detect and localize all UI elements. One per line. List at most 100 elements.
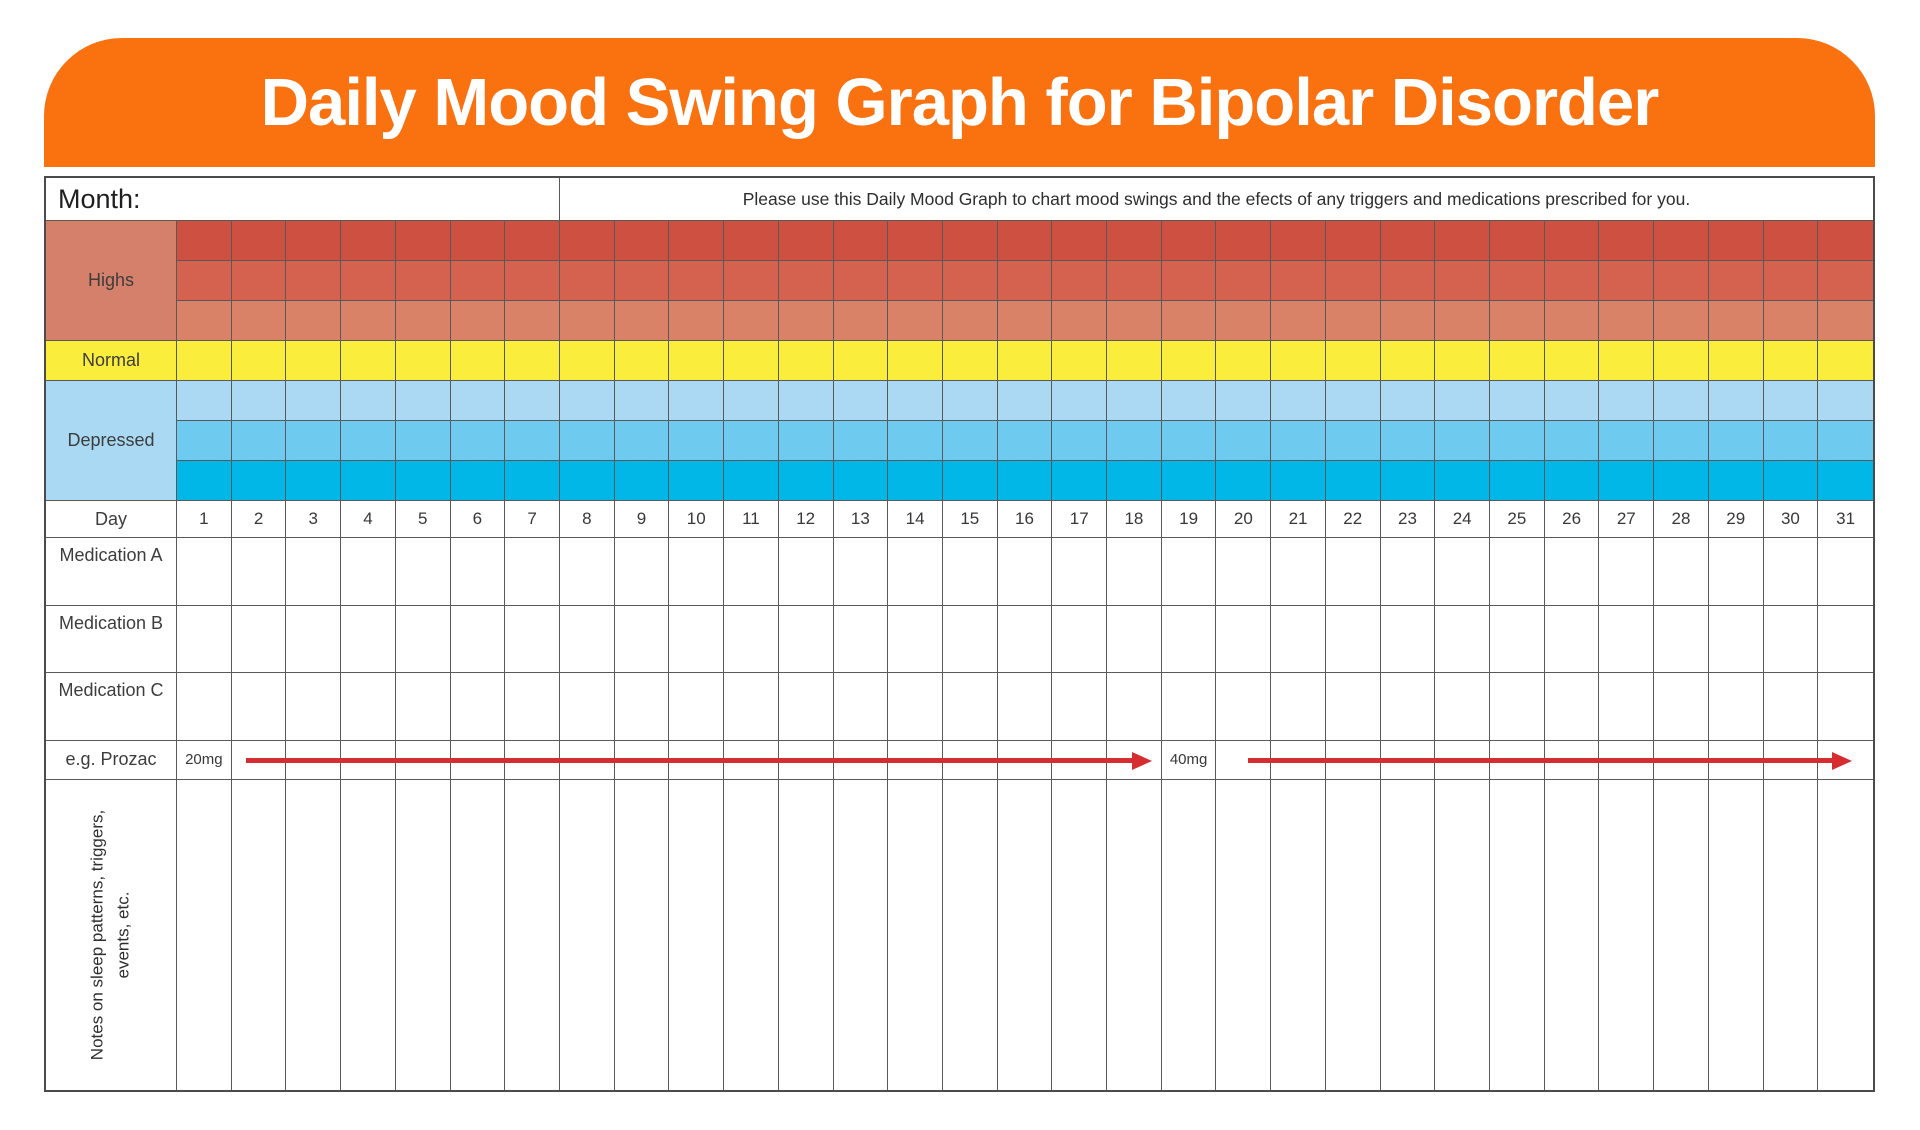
mood-cell bbox=[888, 221, 943, 261]
mood-cell bbox=[614, 221, 670, 261]
medication-entry-cell bbox=[1052, 605, 1108, 673]
medication-entry-cell bbox=[614, 605, 670, 673]
medication-entry-cell bbox=[395, 605, 451, 673]
mood-cell bbox=[341, 301, 396, 341]
medication-entry-cell bbox=[450, 673, 506, 741]
mood-cell bbox=[1435, 221, 1491, 261]
medication-entry-cell bbox=[1654, 673, 1709, 741]
mood-cell bbox=[669, 421, 725, 461]
day-number-cell: 28 bbox=[1654, 501, 1709, 538]
mood-cell bbox=[833, 421, 889, 461]
mood-cell bbox=[1654, 341, 1709, 381]
mood-cell bbox=[505, 221, 560, 261]
mood-cell bbox=[1818, 221, 1873, 261]
medication-entry-cell bbox=[669, 673, 725, 741]
mood-cell bbox=[1052, 461, 1108, 501]
medication-entry-cell bbox=[1380, 538, 1436, 606]
mood-cell bbox=[942, 381, 998, 421]
day-number-cell: 8 bbox=[559, 501, 615, 538]
medication-entry-cell bbox=[341, 538, 396, 606]
mood-cell bbox=[1818, 461, 1873, 501]
mood-cell bbox=[1599, 461, 1655, 501]
mood-cell bbox=[669, 341, 725, 381]
medication-entry-cell bbox=[1216, 538, 1272, 606]
mood-cell bbox=[724, 261, 779, 301]
medication-entry-cell bbox=[1490, 605, 1545, 673]
mood-cell bbox=[505, 381, 560, 421]
mood-cell bbox=[1216, 381, 1272, 421]
medication-entry-cell bbox=[1708, 605, 1764, 673]
medication-entry-cell bbox=[1325, 673, 1381, 741]
mood-cell bbox=[1107, 301, 1162, 341]
day-number-cell: 3 bbox=[286, 501, 342, 538]
mood-cell bbox=[1599, 341, 1655, 381]
medication-row-label: Medication C bbox=[46, 673, 177, 741]
mood-cell bbox=[1216, 341, 1272, 381]
medication-entry-cell bbox=[341, 605, 396, 673]
medication-entry-cell bbox=[1107, 605, 1162, 673]
mood-cell bbox=[1654, 421, 1709, 461]
day-number-cell: 27 bbox=[1599, 501, 1655, 538]
day-number-cell: 14 bbox=[888, 501, 943, 538]
mood-cell bbox=[1654, 261, 1709, 301]
medication-entry-cell bbox=[614, 673, 670, 741]
medication-entry-cell bbox=[341, 673, 396, 741]
mood-cell bbox=[614, 301, 670, 341]
mood-cell bbox=[1435, 461, 1491, 501]
mood-cell bbox=[231, 221, 287, 261]
mood-cell bbox=[450, 421, 506, 461]
mood-cell bbox=[395, 261, 451, 301]
notes-column-cell bbox=[888, 779, 943, 1090]
mood-cell bbox=[1599, 221, 1655, 261]
mood-cell bbox=[1052, 301, 1108, 341]
day-number-cell: 29 bbox=[1708, 501, 1764, 538]
notes-column-cell bbox=[1162, 779, 1217, 1090]
medication-entry-cell bbox=[833, 673, 889, 741]
mood-cell bbox=[778, 261, 834, 301]
mood-cell bbox=[997, 301, 1053, 341]
mood-cell bbox=[1271, 381, 1326, 421]
mood-cell bbox=[1599, 261, 1655, 301]
medication-entry-cell bbox=[286, 673, 342, 741]
medication-entry-cell bbox=[1380, 673, 1436, 741]
mood-cell bbox=[1708, 221, 1764, 261]
mood-cell bbox=[1380, 221, 1436, 261]
medication-entry-cell bbox=[1708, 673, 1764, 741]
notes-column-cell bbox=[779, 779, 834, 1090]
month-field: Month: bbox=[46, 178, 560, 221]
mood-cell bbox=[942, 461, 998, 501]
mood-cell bbox=[286, 381, 342, 421]
medication-entry-cell bbox=[1107, 538, 1162, 606]
mood-cell bbox=[1708, 461, 1764, 501]
medication-entry-cell bbox=[1818, 673, 1873, 741]
notes-column-cell bbox=[1709, 779, 1764, 1090]
mood-cell bbox=[669, 261, 725, 301]
mood-cell bbox=[1490, 301, 1545, 341]
mood-cell bbox=[1380, 341, 1436, 381]
mood-cell bbox=[1216, 421, 1272, 461]
medication-entry-cell bbox=[942, 538, 998, 606]
mood-cell bbox=[286, 461, 342, 501]
mood-cell bbox=[1107, 381, 1162, 421]
instruction-label: Please use this Daily Mood Graph to char… bbox=[742, 188, 1691, 209]
mood-cell bbox=[1708, 421, 1764, 461]
mood-cell bbox=[942, 261, 998, 301]
mood-cell bbox=[395, 221, 451, 261]
mood-cell bbox=[724, 341, 779, 381]
mood-cell bbox=[559, 421, 615, 461]
medication-entry-cell bbox=[1271, 673, 1326, 741]
mood-cell bbox=[1380, 421, 1436, 461]
mood-cell bbox=[1544, 381, 1600, 421]
mood-cell bbox=[833, 461, 889, 501]
mood-cell bbox=[669, 381, 725, 421]
mood-cell bbox=[1216, 461, 1272, 501]
medication-entry-cell bbox=[1052, 538, 1108, 606]
mood-cell bbox=[231, 261, 287, 301]
day-number-cell: 2 bbox=[231, 501, 287, 538]
mood-cell bbox=[778, 221, 834, 261]
mood-cell bbox=[559, 221, 615, 261]
mood-cell bbox=[614, 261, 670, 301]
instruction-text: Please use this Daily Mood Graph to char… bbox=[559, 178, 1873, 221]
mood-cell bbox=[395, 421, 451, 461]
notes-column-cell bbox=[451, 779, 506, 1090]
